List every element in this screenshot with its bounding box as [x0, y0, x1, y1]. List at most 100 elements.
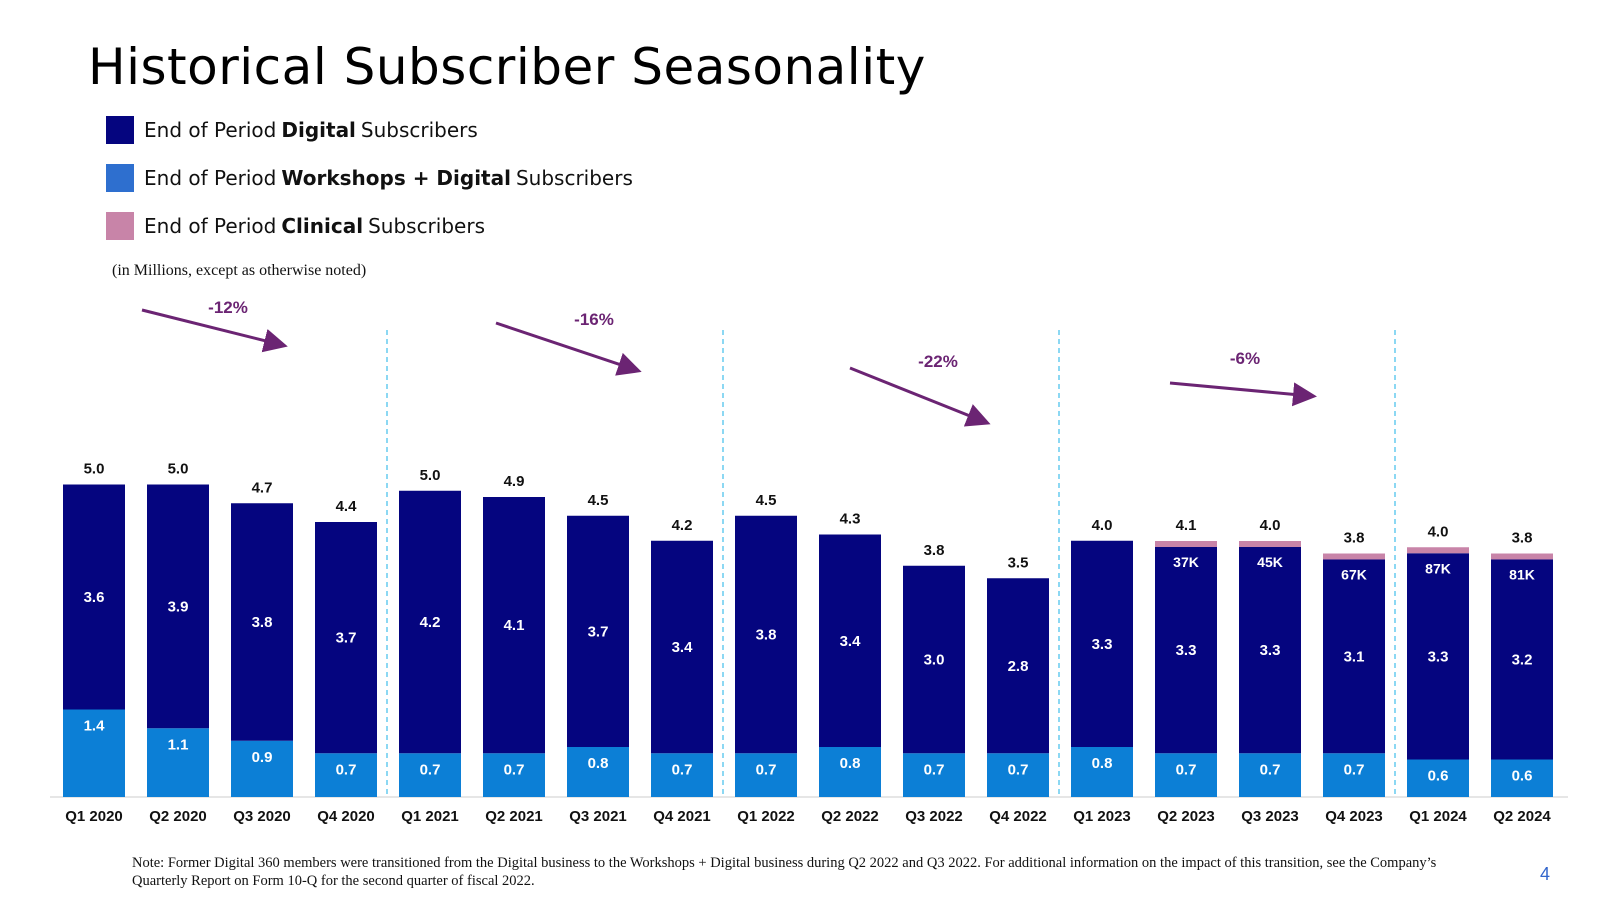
- bar-workshops-digital: [1239, 753, 1301, 797]
- bar-clinical: [1155, 541, 1217, 547]
- bar-workshops-digital: [819, 747, 881, 797]
- legend-suffix: Subscribers: [360, 118, 478, 142]
- legend-swatch-clinical: [106, 212, 134, 240]
- seasonality-arrow: [495, 321, 642, 376]
- bar-workshops-digital: [567, 747, 629, 797]
- seasonality-change-label: -16%: [574, 310, 614, 329]
- bar-workshops-digital: [987, 753, 1049, 797]
- legend-suffix: Subscribers: [368, 214, 485, 238]
- x-tick-label: Q1 2021: [401, 808, 459, 825]
- bar-clinical: [1491, 553, 1553, 560]
- data-label-total: 3.8: [1512, 530, 1533, 547]
- x-tick-label: Q2 2020: [149, 808, 207, 825]
- legend-bold: Workshops + Digital: [281, 166, 511, 190]
- bar-digital: [1239, 547, 1301, 754]
- legend-bold: Digital: [281, 118, 356, 142]
- data-label-total: 4.1: [1176, 517, 1197, 534]
- seasonality-arrow: [849, 366, 991, 427]
- bar-workshops-digital: [1323, 753, 1385, 797]
- chart-legend: End of Period Digital Subscribers End of…: [106, 116, 633, 260]
- legend-item-workshops-digital: End of Period Workshops + Digital Subscr…: [106, 164, 633, 192]
- data-label-workshops-digital: 0.6: [1512, 768, 1533, 785]
- data-label-clinical: 67K: [1341, 567, 1367, 583]
- data-label-total: 3.5: [1008, 554, 1029, 571]
- data-label-workshops-digital: 0.7: [336, 761, 357, 778]
- bar-digital: [735, 515, 797, 754]
- data-label-total: 4.5: [588, 492, 609, 509]
- data-label-workshops-digital: 0.7: [1176, 761, 1197, 778]
- data-label-total: 4.7: [252, 479, 273, 496]
- x-tick-label: Q1 2022: [737, 808, 795, 825]
- data-label-workshops-digital: 0.7: [420, 761, 441, 778]
- bar-digital: [315, 522, 377, 754]
- data-label-workshops-digital: 0.8: [840, 755, 861, 772]
- bar-workshops-digital: [903, 753, 965, 797]
- x-tick-label: Q4 2022: [989, 808, 1047, 825]
- bar-digital: [1155, 547, 1217, 754]
- data-label-workshops-digital: 0.8: [1092, 755, 1113, 772]
- data-label-total: 4.0: [1092, 517, 1113, 534]
- data-label-digital: 3.7: [588, 623, 609, 640]
- bar-digital: [1323, 559, 1385, 754]
- data-label-total: 4.4: [336, 498, 358, 515]
- data-label-digital: 2.8: [1008, 658, 1029, 675]
- legend-item-digital: End of Period Digital Subscribers: [106, 116, 633, 144]
- bar-clinical: [1323, 553, 1385, 560]
- data-label-total: 5.0: [84, 461, 105, 478]
- legend-swatch-digital: [106, 116, 134, 144]
- data-label-clinical: 37K: [1173, 554, 1199, 570]
- data-label-workshops-digital: 0.7: [1008, 761, 1029, 778]
- bar-workshops-digital: [735, 753, 797, 797]
- data-label-workshops-digital: 0.8: [588, 755, 609, 772]
- data-label-digital: 3.8: [756, 627, 777, 644]
- data-label-total: 4.2: [672, 517, 693, 534]
- units-note: (in Millions, except as otherwise noted): [112, 262, 367, 279]
- seasonality-arrow: [1169, 381, 1317, 407]
- legend-prefix: End of Period: [144, 166, 277, 190]
- data-label-workshops-digital: 0.7: [504, 761, 525, 778]
- seasonality-change-label: -6%: [1230, 349, 1260, 368]
- data-label-digital: 3.3: [1260, 642, 1281, 659]
- data-label-digital: 3.4: [672, 639, 694, 656]
- data-label-digital: 3.7: [336, 630, 357, 647]
- bar-digital: [819, 534, 881, 747]
- data-label-clinical: 87K: [1425, 560, 1451, 576]
- x-tick-label: Q3 2021: [569, 808, 627, 825]
- bar-workshops-digital: [483, 753, 545, 797]
- x-tick-label: Q3 2022: [905, 808, 963, 825]
- legend-prefix: End of Period: [144, 214, 277, 238]
- data-label-total: 4.0: [1428, 523, 1449, 540]
- bar-workshops-digital: [651, 753, 713, 797]
- x-tick-label: Q4 2020: [317, 808, 375, 825]
- data-label-workshops-digital: 0.7: [1344, 761, 1365, 778]
- x-tick-label: Q2 2022: [821, 808, 879, 825]
- bar-digital: [483, 497, 545, 754]
- data-label-workshops-digital: 0.6: [1428, 768, 1449, 785]
- x-tick-label: Q1 2020: [65, 808, 123, 825]
- bar-digital: [987, 578, 1049, 754]
- bar-workshops-digital: [1071, 747, 1133, 797]
- data-label-total: 3.8: [1344, 530, 1365, 547]
- footnote: Note: Former Digital 360 members were tr…: [132, 855, 1437, 889]
- data-label-workshops-digital: 1.1: [168, 736, 189, 753]
- data-label-total: 4.0: [1260, 517, 1281, 534]
- x-tick-label: Q4 2023: [1325, 808, 1383, 825]
- data-label-workshops-digital: 1.4: [84, 718, 106, 735]
- page-number: 4: [1540, 864, 1551, 884]
- bar-workshops-digital: [1491, 759, 1553, 797]
- bar-digital: [231, 503, 293, 741]
- bar-digital: [903, 565, 965, 754]
- data-label-total: 4.9: [504, 473, 525, 490]
- seasonality-change-label: -12%: [208, 298, 248, 317]
- bar-workshops-digital: [315, 753, 377, 797]
- data-label-digital: 3.9: [168, 598, 189, 615]
- data-label-digital: 3.2: [1512, 652, 1533, 669]
- data-label-digital: 4.1: [504, 617, 525, 634]
- bar-digital: [567, 515, 629, 747]
- x-tick-label: Q1 2024: [1409, 808, 1467, 825]
- data-label-digital: 3.6: [84, 589, 105, 606]
- bar-workshops-digital: [147, 728, 209, 797]
- bar-workshops-digital: [399, 753, 461, 797]
- data-label-digital: 3.3: [1176, 642, 1197, 659]
